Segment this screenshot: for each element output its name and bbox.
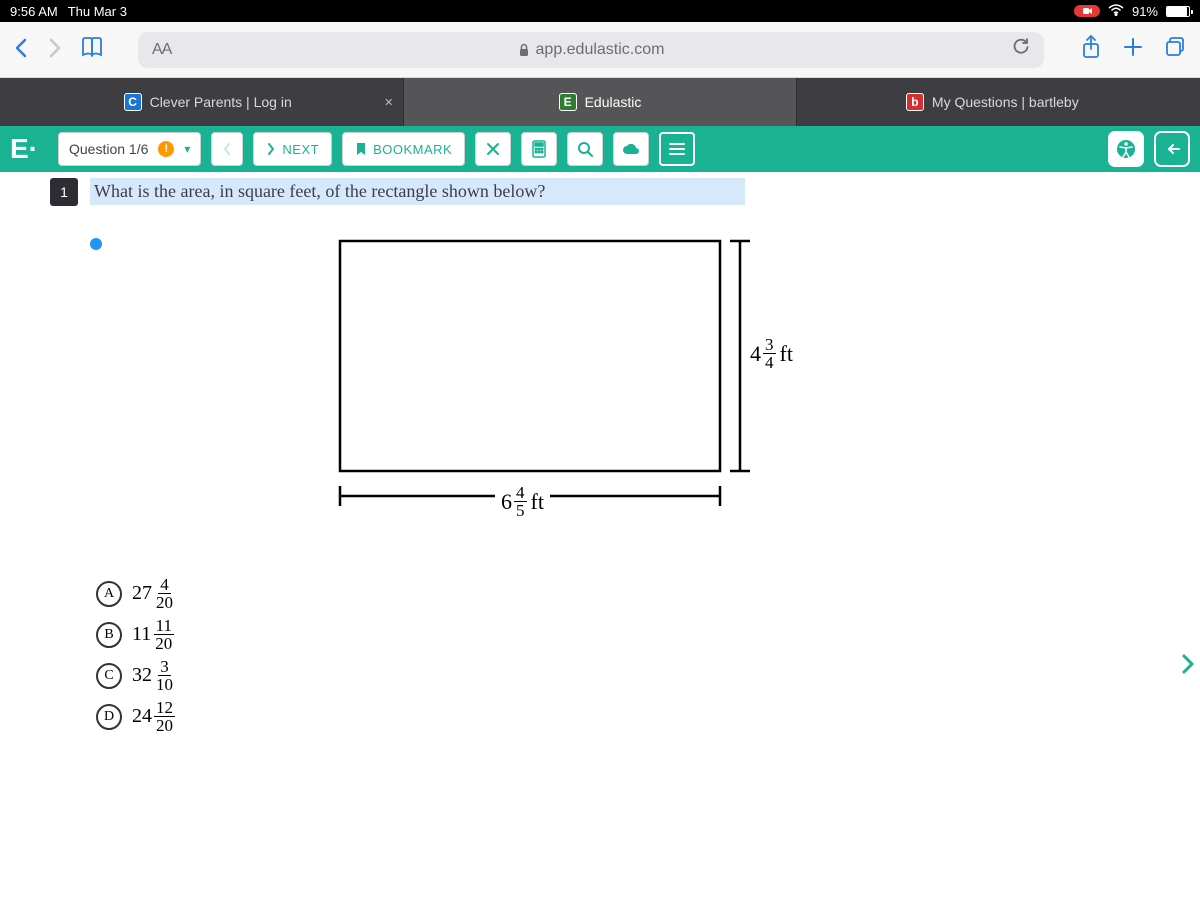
selection-handle[interactable] — [90, 238, 102, 250]
choice-d[interactable]: D 24 1220 — [96, 699, 1200, 734]
next-button[interactable]: NEXT — [253, 132, 332, 166]
bookmark-label: BOOKMARK — [373, 142, 452, 157]
tab-label: Clever Parents | Log in — [150, 94, 292, 110]
clear-button[interactable] — [475, 132, 511, 166]
question-text: What is the area, in square feet, of the… — [90, 178, 745, 205]
text-size-button[interactable]: AA — [152, 41, 171, 59]
tab-clever[interactable]: C Clever Parents | Log in ✕ — [12, 78, 404, 126]
bookmark-icon — [355, 142, 367, 156]
edulastic-toolbar: E· Question 1/6 ! ▾ NEXT BOOKMARK — [0, 126, 1200, 172]
forward-button[interactable] — [46, 34, 64, 66]
zoom-button[interactable] — [567, 132, 603, 166]
battery-percent: 91% — [1132, 4, 1158, 19]
status-time: 9:56 AM — [10, 4, 58, 19]
tab-bartleby[interactable]: b My Questions | bartleby — [797, 78, 1188, 126]
tabs-button[interactable] — [1162, 36, 1188, 64]
choice-letter: A — [96, 581, 122, 607]
chevron-down-icon: ▾ — [184, 142, 190, 156]
floating-next-arrow[interactable] — [1180, 652, 1196, 683]
width-whole: 6 — [501, 489, 512, 515]
answer-choices: A 27 420 B 11 1120 C 32 310 D 24 1220 — [96, 576, 1200, 734]
question-label: Question 1/6 — [69, 141, 148, 157]
width-num: 4 — [514, 484, 527, 502]
question-number: 1 — [50, 178, 78, 206]
choice-letter: D — [96, 704, 122, 730]
rectangle-diagram: 4 3 4 ft 6 4 5 ft — [330, 236, 830, 556]
height-den: 4 — [763, 354, 776, 371]
menu-button[interactable] — [659, 132, 695, 166]
prev-button[interactable] — [211, 132, 243, 166]
choice-letter: C — [96, 663, 122, 689]
cloud-button[interactable] — [613, 132, 649, 166]
new-tab-button[interactable] — [1120, 36, 1146, 64]
bookmark-button[interactable]: BOOKMARK — [342, 132, 465, 166]
screen-record-indicator[interactable] — [1074, 5, 1100, 17]
question-content: 1 What is the area, in square feet, of t… — [0, 172, 1200, 734]
url-bar[interactable]: AA app.edulastic.com — [138, 32, 1044, 68]
tab-label: My Questions | bartleby — [932, 94, 1079, 110]
back-button[interactable] — [12, 34, 30, 66]
choice-c[interactable]: C 32 310 — [96, 658, 1200, 693]
lock-icon — [518, 43, 530, 57]
tab-badge: C — [124, 93, 142, 111]
height-whole: 4 — [750, 341, 761, 367]
exit-button[interactable] — [1154, 131, 1190, 167]
url-host: app.edulastic.com — [536, 41, 665, 59]
tab-badge: E — [559, 93, 577, 111]
accessibility-button[interactable] — [1108, 131, 1144, 167]
height-unit: ft — [780, 341, 793, 367]
alert-icon: ! — [158, 141, 174, 157]
calculator-button[interactable] — [521, 132, 557, 166]
tab-edulastic[interactable]: E Edulastic — [404, 78, 796, 126]
width-den: 5 — [514, 502, 527, 519]
status-date: Thu Mar 3 — [68, 4, 127, 19]
browser-tab-strip: C Clever Parents | Log in ✕ E Edulastic … — [0, 78, 1200, 126]
ipad-status-bar: 9:56 AM Thu Mar 3 91% — [0, 0, 1200, 22]
next-label: NEXT — [282, 142, 319, 157]
battery-icon — [1166, 6, 1190, 17]
choice-letter: B — [96, 622, 122, 648]
tab-badge: b — [906, 93, 924, 111]
choice-a[interactable]: A 27 420 — [96, 576, 1200, 611]
share-button[interactable] — [1078, 35, 1104, 65]
tab-label: Edulastic — [585, 94, 642, 110]
height-num: 3 — [763, 336, 776, 354]
close-icon[interactable]: ✕ — [384, 96, 393, 109]
refresh-button[interactable] — [1012, 38, 1030, 61]
width-unit: ft — [531, 489, 544, 515]
choice-b[interactable]: B 11 1120 — [96, 617, 1200, 652]
safari-toolbar: AA app.edulastic.com — [0, 22, 1200, 78]
question-selector[interactable]: Question 1/6 ! ▾ — [58, 132, 201, 166]
edulastic-logo[interactable]: E· — [0, 126, 48, 172]
wifi-icon — [1108, 4, 1124, 19]
bookmarks-button[interactable] — [80, 37, 104, 63]
